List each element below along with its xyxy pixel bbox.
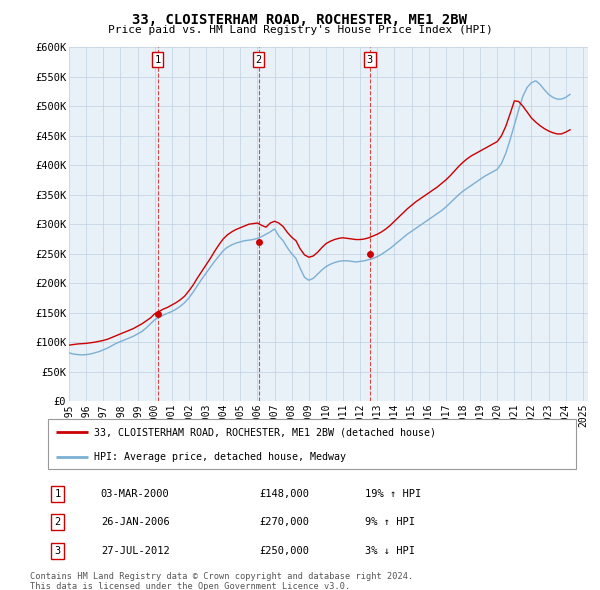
Text: Contains HM Land Registry data © Crown copyright and database right 2024.: Contains HM Land Registry data © Crown c… bbox=[30, 572, 413, 581]
Text: HPI: Average price, detached house, Medway: HPI: Average price, detached house, Medw… bbox=[94, 451, 346, 461]
Text: £250,000: £250,000 bbox=[259, 546, 309, 556]
Text: Price paid vs. HM Land Registry's House Price Index (HPI): Price paid vs. HM Land Registry's House … bbox=[107, 25, 493, 35]
Text: 3% ↓ HPI: 3% ↓ HPI bbox=[365, 546, 415, 556]
Text: 26-JAN-2006: 26-JAN-2006 bbox=[101, 517, 170, 527]
Text: 33, CLOISTERHAM ROAD, ROCHESTER, ME1 2BW: 33, CLOISTERHAM ROAD, ROCHESTER, ME1 2BW bbox=[133, 13, 467, 27]
Text: 27-JUL-2012: 27-JUL-2012 bbox=[101, 546, 170, 556]
Text: 1: 1 bbox=[55, 489, 61, 499]
Text: 33, CLOISTERHAM ROAD, ROCHESTER, ME1 2BW (detached house): 33, CLOISTERHAM ROAD, ROCHESTER, ME1 2BW… bbox=[94, 427, 436, 437]
Text: £270,000: £270,000 bbox=[259, 517, 309, 527]
Text: £148,000: £148,000 bbox=[259, 489, 309, 499]
Text: This data is licensed under the Open Government Licence v3.0.: This data is licensed under the Open Gov… bbox=[30, 582, 350, 590]
FancyBboxPatch shape bbox=[48, 419, 576, 469]
Text: 19% ↑ HPI: 19% ↑ HPI bbox=[365, 489, 421, 499]
Text: 2: 2 bbox=[55, 517, 61, 527]
Text: 1: 1 bbox=[154, 55, 161, 65]
Text: 3: 3 bbox=[367, 55, 373, 65]
Text: 3: 3 bbox=[55, 546, 61, 556]
Text: 03-MAR-2000: 03-MAR-2000 bbox=[101, 489, 170, 499]
Text: 9% ↑ HPI: 9% ↑ HPI bbox=[365, 517, 415, 527]
Text: 2: 2 bbox=[256, 55, 262, 65]
